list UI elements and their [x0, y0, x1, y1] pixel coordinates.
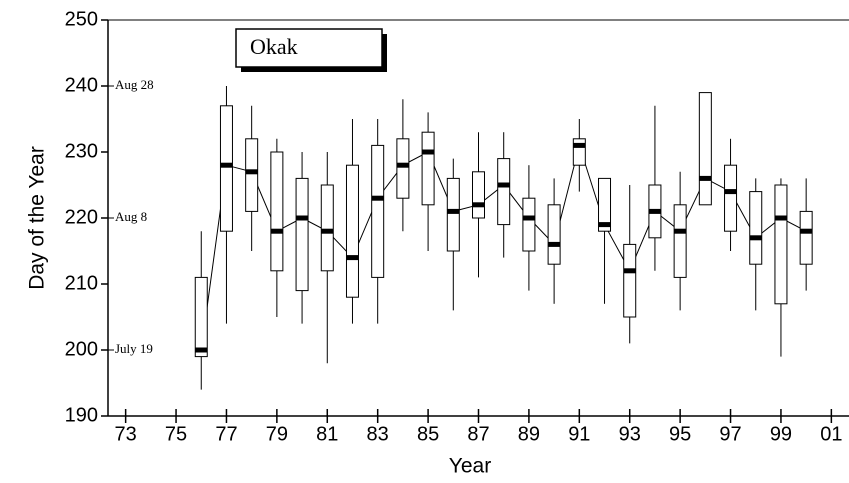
y-axis-title: Day of the Year [26, 146, 49, 290]
x-tick-label: 81 [316, 423, 338, 445]
x-tick-label: 01 [820, 423, 842, 445]
x-tick-label: 85 [417, 423, 439, 445]
box [724, 164, 738, 232]
box [799, 210, 813, 265]
annotation: Aug 8 [115, 209, 147, 224]
y-tick-label: 240 [65, 74, 98, 96]
median [321, 228, 334, 234]
median [195, 347, 208, 353]
box [194, 276, 208, 358]
legend-box [235, 28, 383, 68]
x-tick-label: 99 [770, 423, 792, 445]
legend-label: Okak [250, 34, 298, 59]
box [219, 105, 233, 232]
median [522, 215, 535, 221]
y-tick-label: 190 [65, 404, 98, 426]
box [472, 171, 485, 219]
box [623, 243, 637, 318]
annotation: July 19 [115, 341, 153, 356]
y-tick-label: 200 [65, 338, 98, 360]
x-tick-label: 73 [115, 423, 137, 445]
median [623, 268, 636, 274]
box [547, 204, 561, 265]
median [724, 189, 737, 195]
median [598, 222, 611, 228]
box [497, 158, 511, 226]
x-axis-title: Year [449, 455, 491, 478]
y-tick-label: 230 [65, 140, 98, 162]
median [270, 228, 283, 234]
x-tick-label: 93 [619, 423, 641, 445]
x-tick-label: 83 [367, 423, 389, 445]
box [572, 138, 586, 166]
box [446, 177, 460, 252]
median [548, 241, 561, 247]
y-tick-label: 210 [65, 272, 98, 294]
annotation: Aug 28 [115, 77, 154, 92]
box [421, 131, 435, 206]
y-tick-label: 250 [65, 8, 98, 30]
median [749, 235, 762, 241]
x-tick-label: 77 [215, 423, 237, 445]
box [698, 92, 712, 206]
median [497, 182, 510, 188]
median [800, 228, 813, 234]
x-tick-label: 75 [165, 423, 187, 445]
median [245, 169, 258, 175]
box [295, 177, 309, 292]
x-tick-label: 95 [669, 423, 691, 445]
box [270, 151, 284, 272]
median [220, 162, 233, 168]
box [320, 184, 334, 272]
box [749, 191, 763, 265]
median [346, 255, 359, 261]
median [472, 202, 485, 208]
median [674, 228, 687, 234]
median [648, 208, 661, 214]
x-tick-label: 97 [719, 423, 741, 445]
median [371, 195, 384, 201]
median [396, 162, 409, 168]
box [522, 197, 536, 252]
y-tick-label: 220 [65, 206, 98, 228]
median [774, 215, 787, 221]
box [371, 144, 385, 278]
box [598, 177, 612, 232]
median [447, 208, 460, 214]
x-tick-label: 91 [568, 423, 590, 445]
x-tick-label: 87 [467, 423, 489, 445]
median [699, 175, 712, 181]
box [673, 204, 687, 278]
median [573, 142, 586, 148]
median [422, 149, 435, 155]
x-tick-label: 79 [266, 423, 288, 445]
x-tick-label: 89 [518, 423, 540, 445]
box [396, 138, 410, 199]
box [774, 184, 788, 305]
median [296, 215, 309, 221]
box [245, 138, 259, 212]
box [345, 164, 359, 298]
